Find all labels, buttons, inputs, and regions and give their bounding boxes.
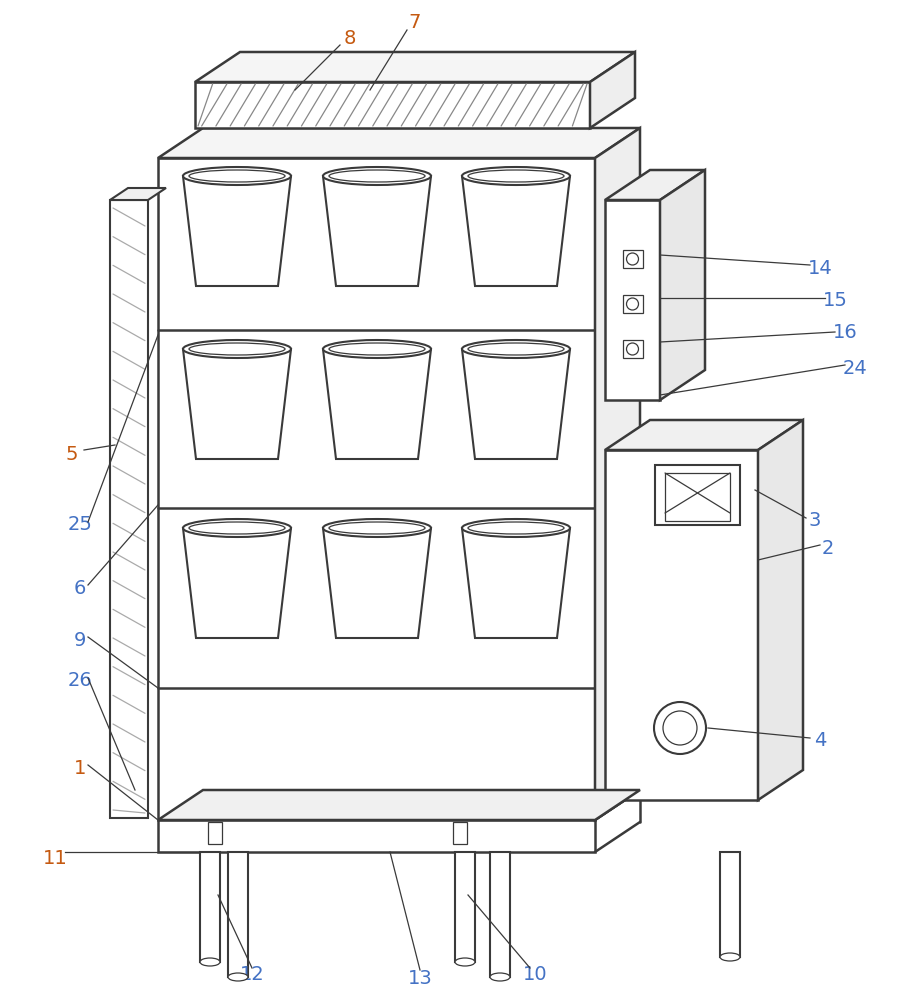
Polygon shape (158, 128, 640, 158)
Ellipse shape (228, 973, 248, 981)
Text: 13: 13 (407, 968, 433, 988)
Ellipse shape (455, 958, 475, 966)
Bar (453, 822, 467, 844)
Text: 11: 11 (43, 848, 67, 867)
Polygon shape (590, 52, 635, 128)
Ellipse shape (462, 167, 570, 185)
Ellipse shape (323, 340, 431, 358)
Polygon shape (195, 52, 635, 82)
Bar (623, 250, 643, 268)
Text: 7: 7 (409, 12, 421, 31)
Text: 5: 5 (66, 446, 78, 464)
Text: 26: 26 (68, 670, 92, 690)
Ellipse shape (468, 343, 564, 355)
Bar (158, 820, 595, 852)
Ellipse shape (183, 519, 291, 537)
Bar (623, 295, 643, 313)
Text: 1: 1 (74, 758, 86, 778)
Polygon shape (110, 188, 166, 200)
Ellipse shape (462, 519, 570, 537)
Ellipse shape (329, 522, 425, 534)
Bar (208, 822, 222, 844)
Ellipse shape (323, 167, 431, 185)
Polygon shape (462, 176, 570, 286)
Ellipse shape (189, 170, 285, 182)
Polygon shape (183, 349, 291, 459)
Polygon shape (605, 170, 705, 200)
Bar (228, 852, 248, 977)
Ellipse shape (329, 343, 425, 355)
Polygon shape (758, 420, 803, 800)
Polygon shape (595, 128, 640, 820)
Text: 3: 3 (809, 510, 821, 530)
Bar (605, 450, 758, 800)
Text: 6: 6 (74, 578, 86, 597)
Polygon shape (183, 176, 291, 286)
Polygon shape (323, 349, 431, 459)
Bar (720, 852, 740, 957)
Text: 24: 24 (843, 359, 867, 377)
Bar (655, 465, 740, 525)
Text: 12: 12 (240, 966, 264, 984)
Ellipse shape (468, 522, 564, 534)
Bar (490, 852, 510, 977)
Bar (455, 852, 475, 962)
Text: 15: 15 (823, 290, 847, 310)
Text: 2: 2 (822, 538, 834, 558)
Ellipse shape (189, 522, 285, 534)
Ellipse shape (183, 167, 291, 185)
Bar (665, 473, 730, 521)
Text: 4: 4 (814, 730, 826, 750)
Polygon shape (323, 176, 431, 286)
Ellipse shape (720, 953, 740, 961)
Ellipse shape (183, 340, 291, 358)
Polygon shape (605, 420, 803, 450)
Polygon shape (183, 528, 291, 638)
Polygon shape (323, 528, 431, 638)
Polygon shape (660, 170, 705, 400)
Bar (200, 852, 220, 962)
Bar (605, 200, 660, 400)
Ellipse shape (323, 519, 431, 537)
Ellipse shape (490, 973, 510, 981)
Text: 8: 8 (344, 28, 357, 47)
Ellipse shape (468, 170, 564, 182)
Text: 25: 25 (68, 516, 92, 534)
Text: 10: 10 (523, 966, 548, 984)
Text: 16: 16 (833, 324, 857, 342)
Ellipse shape (189, 343, 285, 355)
Text: 9: 9 (74, 631, 86, 650)
Text: 14: 14 (807, 258, 833, 277)
Bar (110, 200, 148, 818)
Bar (158, 158, 595, 820)
Polygon shape (462, 528, 570, 638)
Bar (195, 82, 590, 128)
Polygon shape (158, 790, 640, 820)
Polygon shape (462, 349, 570, 459)
Ellipse shape (200, 958, 220, 966)
Ellipse shape (329, 170, 425, 182)
Bar (623, 340, 643, 358)
Ellipse shape (462, 340, 570, 358)
